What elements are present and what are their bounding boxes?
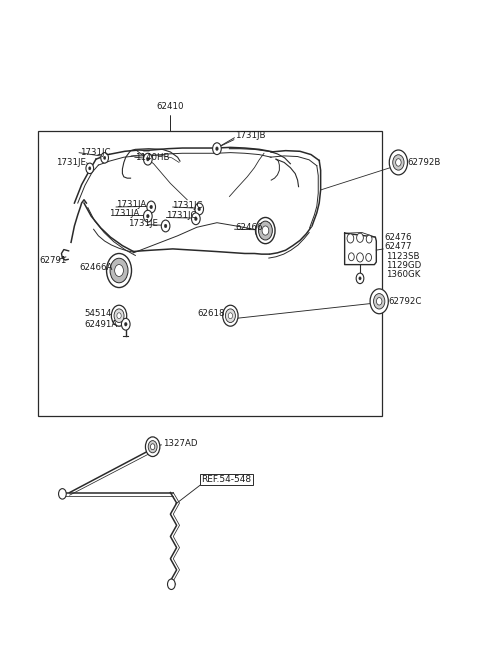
Circle shape (124, 322, 127, 326)
Text: 1327AD: 1327AD (163, 439, 198, 448)
Circle shape (373, 293, 385, 309)
Circle shape (146, 214, 149, 218)
Text: 62792C: 62792C (389, 297, 422, 306)
Circle shape (348, 253, 354, 261)
Circle shape (161, 220, 170, 232)
Text: 62618: 62618 (198, 309, 225, 318)
Text: 62466: 62466 (235, 223, 263, 233)
Circle shape (195, 203, 204, 215)
Text: 1731JE: 1731JE (128, 219, 157, 228)
Circle shape (110, 258, 128, 283)
Circle shape (192, 213, 200, 225)
Circle shape (194, 217, 197, 221)
Text: 54514: 54514 (84, 309, 111, 318)
Circle shape (256, 217, 275, 244)
Circle shape (164, 224, 167, 228)
Circle shape (111, 305, 127, 326)
Text: 1140HB: 1140HB (135, 153, 169, 162)
Text: 1129GD: 1129GD (386, 261, 421, 270)
Text: 62791: 62791 (39, 256, 67, 265)
Circle shape (121, 318, 130, 330)
Circle shape (198, 207, 201, 211)
Circle shape (226, 309, 235, 322)
Circle shape (396, 159, 401, 166)
Circle shape (213, 143, 221, 155)
Circle shape (59, 489, 66, 499)
Circle shape (88, 166, 91, 170)
Circle shape (228, 313, 232, 318)
Text: 1731JC: 1731JC (80, 148, 110, 157)
Text: 62477: 62477 (384, 242, 411, 252)
Text: 1731JA: 1731JA (109, 209, 140, 218)
Circle shape (115, 265, 123, 276)
Text: 1731JC: 1731JC (166, 211, 196, 220)
Circle shape (144, 153, 152, 165)
Circle shape (150, 205, 153, 209)
Text: 62792B: 62792B (408, 158, 441, 167)
Circle shape (357, 253, 363, 262)
Circle shape (393, 155, 404, 170)
Text: 1731JA: 1731JA (116, 200, 146, 209)
Text: 62476: 62476 (384, 233, 411, 242)
Circle shape (216, 147, 218, 151)
Circle shape (168, 579, 175, 590)
Circle shape (357, 233, 363, 242)
Circle shape (347, 234, 354, 243)
Circle shape (376, 297, 382, 305)
Circle shape (146, 157, 149, 161)
Circle shape (147, 201, 156, 213)
Circle shape (101, 153, 108, 163)
Circle shape (103, 156, 106, 160)
Circle shape (259, 221, 272, 240)
Circle shape (255, 223, 266, 238)
Circle shape (356, 273, 364, 284)
Circle shape (366, 235, 372, 243)
Text: REF.54-548: REF.54-548 (202, 475, 252, 484)
Circle shape (366, 253, 372, 261)
Circle shape (259, 228, 263, 233)
Bar (38, 131, 382, 416)
Circle shape (151, 444, 155, 449)
Circle shape (117, 313, 121, 318)
Circle shape (107, 253, 132, 288)
Text: 1731JB: 1731JB (235, 131, 266, 140)
Circle shape (262, 226, 269, 235)
Text: 62491A: 62491A (84, 320, 117, 329)
Text: 62466A: 62466A (79, 263, 113, 272)
Circle shape (359, 276, 361, 280)
Text: 1123SB: 1123SB (386, 252, 420, 261)
Circle shape (223, 305, 238, 326)
Text: 1731JC: 1731JC (172, 201, 203, 210)
Circle shape (114, 309, 124, 322)
Circle shape (144, 210, 152, 222)
Circle shape (389, 150, 408, 175)
Circle shape (145, 437, 160, 457)
Text: 1731JE: 1731JE (56, 158, 86, 167)
Circle shape (370, 289, 388, 314)
Text: 62410: 62410 (156, 102, 184, 111)
Text: 1360GK: 1360GK (386, 270, 420, 279)
Circle shape (148, 441, 157, 453)
Circle shape (86, 163, 94, 174)
